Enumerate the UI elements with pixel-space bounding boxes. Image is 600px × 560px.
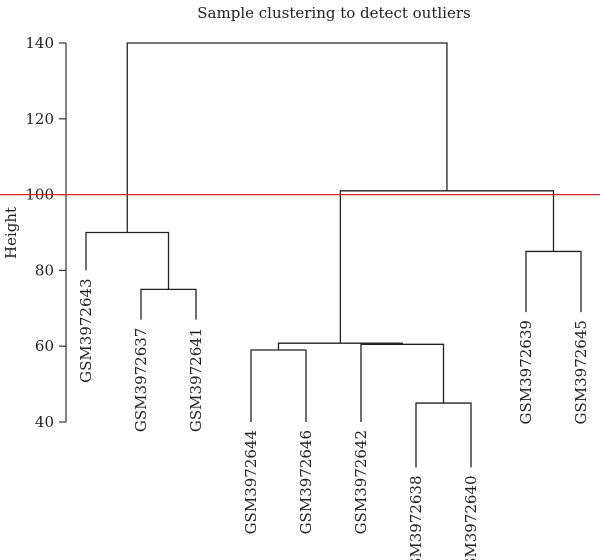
leaf-label: GSM3972641 [187, 328, 205, 432]
y-axis-label: Height [2, 207, 20, 259]
leaf-label: GSM3972644 [242, 430, 260, 534]
leaf-label: GSM3972637 [132, 328, 150, 432]
dendrogram-branches [85, 42, 582, 468]
leaf-label: GSM3972643 [77, 278, 95, 382]
y-tick-label: 120 [25, 110, 54, 128]
dendrogram-branch [126, 42, 448, 233]
leaf-label: GSM3972645 [572, 320, 590, 424]
y-tick-label: 40 [35, 413, 54, 431]
leaf-label: GSM3972642 [352, 430, 370, 534]
y-tick-label: 140 [25, 34, 54, 52]
leaf-label: GSM3972640 [462, 475, 480, 560]
y-tick-label: 60 [35, 337, 54, 355]
leaf-label: GSM3972638 [407, 475, 425, 560]
y-tick-label: 80 [35, 261, 54, 279]
dendrogram-branch [85, 231, 170, 290]
dendrogram-branch [525, 250, 582, 313]
chart-title: Sample clustering to detect outliers [197, 4, 470, 22]
leaf-label: GSM3972646 [297, 430, 315, 534]
dendrogram-branch [360, 343, 445, 422]
leaf-label: GSM3972639 [517, 320, 535, 424]
leaf-labels: GSM3972643 GSM3972637 GSM3972641 GSM3972644… [77, 278, 590, 560]
dendrogram-branch [415, 402, 472, 468]
dendrogram-branch [140, 288, 197, 320]
dendrogram-branch [250, 349, 307, 422]
